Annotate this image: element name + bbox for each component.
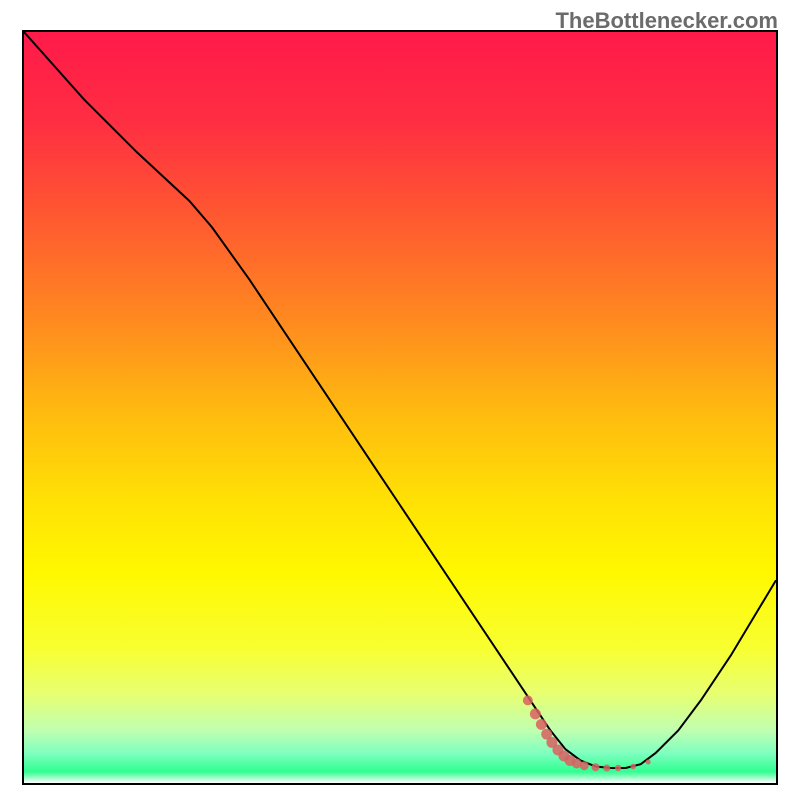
watermark-text: TheBottlenecker.com: [555, 8, 778, 34]
performance-curve: [24, 32, 776, 783]
bottleneck-chart: [22, 30, 778, 785]
